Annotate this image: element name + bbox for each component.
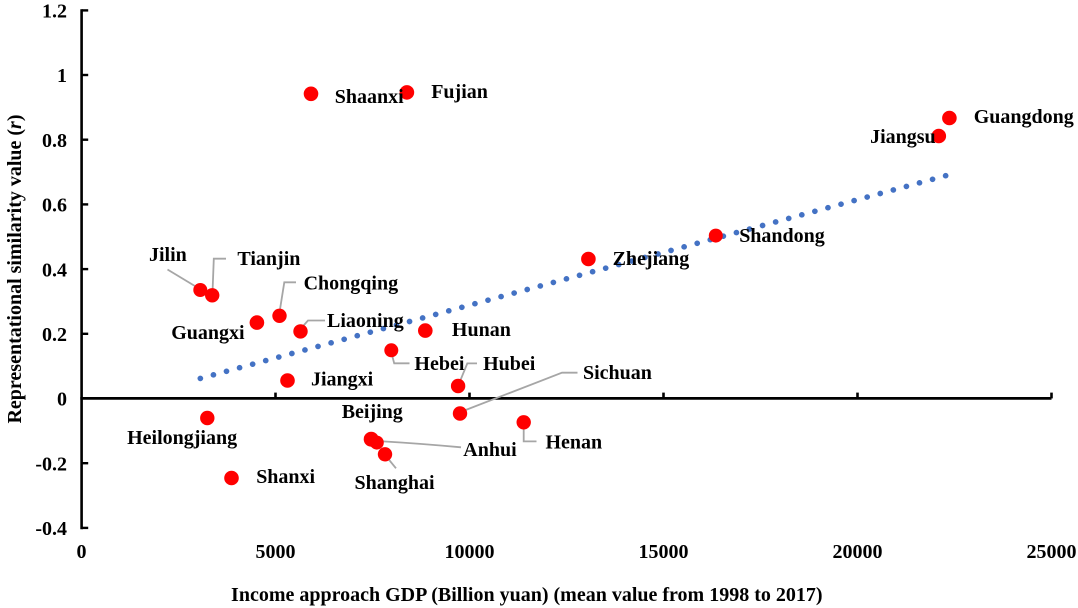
svg-text:Fujian: Fujian: [431, 81, 488, 103]
svg-text:10000: 10000: [445, 541, 495, 563]
svg-text:Guangdong: Guangdong: [974, 106, 1074, 128]
svg-text:Sichuan: Sichuan: [583, 362, 652, 384]
svg-text:25000: 25000: [1027, 541, 1077, 563]
svg-text:Guangxi: Guangxi: [171, 322, 245, 344]
svg-text:Chongqing: Chongqing: [304, 273, 399, 295]
svg-text:0: 0: [77, 541, 87, 563]
svg-text:Shanghai: Shanghai: [355, 472, 435, 494]
svg-text:Representational similarity va: Representational similarity value (r): [4, 114, 26, 423]
svg-text:Liaoning: Liaoning: [327, 310, 404, 332]
svg-text:0.8: 0.8: [42, 130, 67, 152]
svg-text:Hubei: Hubei: [483, 353, 536, 375]
svg-text:Hebei: Hebei: [414, 353, 464, 375]
svg-text:Shanxi: Shanxi: [256, 466, 315, 488]
svg-text:1: 1: [57, 65, 67, 87]
svg-text:0.2: 0.2: [42, 324, 67, 346]
svg-text:15000: 15000: [639, 541, 689, 563]
svg-text:1.2: 1.2: [42, 1, 67, 23]
svg-text:Jiangxi: Jiangxi: [311, 369, 374, 391]
svg-text:Henan: Henan: [546, 431, 603, 453]
svg-text:Hunan: Hunan: [452, 319, 511, 341]
svg-text:Shaanxi: Shaanxi: [335, 86, 404, 108]
svg-text:20000: 20000: [833, 541, 883, 563]
svg-text:Anhui: Anhui: [463, 439, 517, 461]
svg-text:Zhejiang: Zhejiang: [613, 248, 690, 270]
svg-text:Heilongjiang: Heilongjiang: [127, 427, 237, 449]
svg-text:Jilin: Jilin: [149, 244, 187, 266]
svg-text:0.6: 0.6: [42, 195, 67, 217]
svg-text:Beijing: Beijing: [342, 401, 403, 423]
svg-text:-0.4: -0.4: [35, 518, 67, 540]
svg-text:0.4: 0.4: [42, 259, 67, 281]
svg-text:Shandong: Shandong: [739, 225, 825, 247]
svg-text:Income approach GDP (Billion y: Income approach GDP (Billion yuan) (mean…: [231, 584, 822, 606]
svg-text:-0.2: -0.2: [35, 453, 67, 475]
svg-text:Jiangsu: Jiangsu: [870, 126, 936, 148]
svg-text:0: 0: [57, 389, 67, 411]
svg-text:5000: 5000: [256, 541, 296, 563]
svg-text:Tianjin: Tianjin: [237, 248, 300, 270]
